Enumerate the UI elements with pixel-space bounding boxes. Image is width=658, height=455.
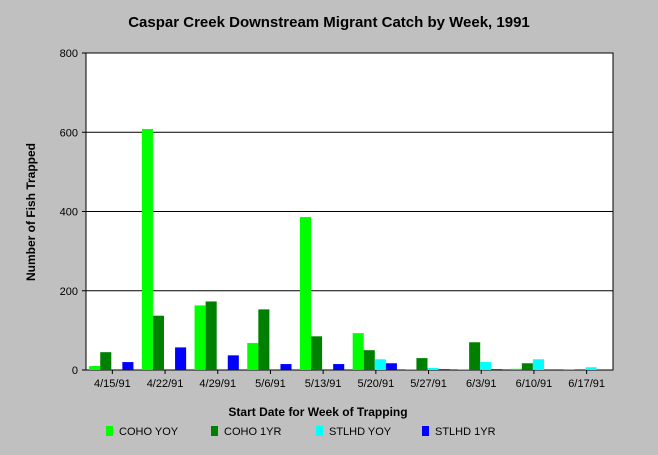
x-tick-label: 5/27/91 [410,378,447,390]
bar [385,363,397,370]
x-tick-label: 4/15/91 [94,378,131,390]
bar [374,359,386,370]
legend-swatch [211,426,218,436]
y-axis-ticks: 0 200 400 600 800 [60,48,86,377]
y-axis-label: Number of Fish Trapped [24,143,38,281]
bar [227,355,239,370]
bar [152,315,164,370]
bar [363,350,375,370]
bar [280,364,292,370]
legend: COHO YOY COHO 1YR STLHD YOY STLHD 1YR [106,426,496,438]
x-tick-label: 6/10/91 [516,378,553,390]
bar [175,347,187,370]
bar [247,343,259,370]
bar [205,301,217,370]
legend-label: COHO YOY [119,426,179,438]
bars [89,129,597,370]
legend-swatch [106,426,113,436]
bar [491,369,503,370]
bar [258,309,270,370]
bar [89,366,101,370]
bar [299,217,312,370]
bar [427,368,439,370]
bar [100,352,112,370]
bar [563,369,575,370]
bar [510,368,522,370]
x-tick-label: 4/22/91 [147,378,184,390]
legend-label: COHO 1YR [224,426,282,438]
bar [194,305,206,370]
bar [438,369,450,370]
x-tick-label: 5/20/91 [357,378,394,390]
y-tick-label: 0 [72,365,78,377]
bar [480,362,492,370]
bar [141,129,153,370]
y-tick-label: 800 [60,48,78,60]
bar [585,367,597,370]
legend-swatch [422,426,429,436]
bar [311,336,323,370]
legend-swatch [316,426,323,436]
bar [458,369,470,370]
y-tick-label: 200 [60,286,78,298]
y-tick-label: 400 [60,207,78,219]
gridlines [86,131,613,292]
x-tick-label: 5/6/91 [255,378,286,390]
bar [122,362,134,370]
x-tick-label: 4/29/91 [199,378,236,390]
bar [352,333,364,370]
legend-label: STLHD YOY [329,426,392,438]
bar [333,364,345,370]
bar [469,342,481,370]
legend-label: STLHD 1YR [435,426,496,438]
bar [532,359,544,370]
y-tick-label: 600 [60,127,78,139]
x-axis-label: Start Date for Week of Trapping [228,405,407,419]
x-tick-label: 6/3/91 [466,378,497,390]
x-axis-ticks: 4/15/91 4/22/91 4/29/91 5/6/91 5/13/91 5/20/9… [94,370,605,390]
bar [405,369,417,370]
x-tick-label: 6/17/91 [568,378,605,390]
x-tick-label: 5/13/91 [305,378,342,390]
bar [521,363,533,370]
bar [416,358,428,370]
chart-title: Caspar Creek Downstream Migrant Catch by… [128,14,530,31]
